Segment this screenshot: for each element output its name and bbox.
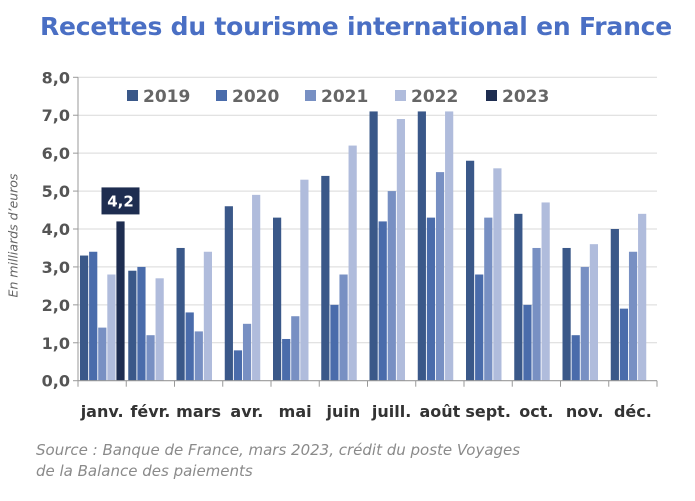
- y-tick-label: 7,0: [42, 106, 70, 125]
- bar-2020-févr.: [137, 266, 146, 381]
- x-tick-label: nov.: [566, 402, 604, 421]
- bar-2022-nov.: [589, 244, 598, 381]
- x-tick-label: févr.: [130, 402, 170, 421]
- bar-2021-nov.: [580, 266, 589, 381]
- bar-2019-oct.: [514, 213, 523, 381]
- legend-label-2022: 2022: [411, 87, 458, 107]
- bar-2021-déc.: [628, 251, 638, 381]
- legend-label-2019: 2019: [143, 87, 190, 107]
- y-tick-label: 3,0: [42, 258, 70, 277]
- bar-2020-juill.: [378, 221, 387, 381]
- legend-swatch-2019: [127, 90, 138, 101]
- data-label-box: [101, 187, 140, 215]
- bar-2022-juill.: [396, 119, 405, 381]
- x-tick-label: avr.: [230, 402, 263, 421]
- x-tick-label: déc.: [614, 402, 652, 421]
- bar-2020-mars: [185, 312, 194, 381]
- x-tick-label: août: [419, 402, 460, 421]
- bar-2019-nov.: [562, 247, 571, 381]
- bar-2023-janv.: [116, 221, 125, 381]
- y-tick-label: 0,0: [42, 372, 70, 391]
- bar-2022-juin: [348, 145, 357, 381]
- chart-title: Recettes du tourisme international en Fr…: [40, 12, 673, 41]
- legend-label-2023: 2023: [502, 87, 549, 107]
- bar-2020-mai: [282, 338, 291, 381]
- legend-swatch-2022: [395, 90, 406, 101]
- y-tick-label: 8,0: [42, 68, 70, 87]
- x-tick-label: mai: [279, 402, 312, 421]
- legend-swatch-2020: [216, 90, 227, 101]
- source-line-2: de la Balance des paiements: [36, 462, 253, 480]
- bar-2019-mars: [176, 247, 185, 381]
- bar-2020-nov.: [571, 335, 580, 381]
- x-tick-label: mars: [176, 402, 221, 421]
- legend-label-2020: 2020: [232, 87, 279, 107]
- bar-2022-août: [445, 111, 454, 381]
- bar-2021-mai: [291, 316, 300, 381]
- bar-2019-juill.: [369, 111, 378, 381]
- x-tick-label: juin: [326, 402, 361, 421]
- bar-2022-mai: [300, 179, 309, 381]
- y-tick-label: 5,0: [42, 182, 70, 201]
- bar-2020-déc.: [619, 308, 629, 381]
- bar-2021-oct.: [532, 247, 541, 381]
- bar-2021-juin: [339, 274, 348, 381]
- bar-2019-févr.: [128, 270, 137, 381]
- y-tick-label: 6,0: [42, 144, 70, 163]
- bar-2021-août: [435, 172, 445, 381]
- bar-2021-janv.: [98, 327, 107, 381]
- bar-2022-avr.: [252, 194, 261, 381]
- bar-2019-juin: [321, 175, 330, 381]
- bar-2021-sept.: [484, 217, 493, 381]
- bar-2022-janv.: [107, 274, 116, 381]
- x-tick-label: oct.: [519, 402, 553, 421]
- x-tick-label: juill.: [371, 402, 411, 421]
- y-tick-label: 1,0: [42, 334, 70, 353]
- bar-2020-janv.: [89, 251, 98, 381]
- bar-2019-janv.: [80, 255, 89, 381]
- bar-2022-oct.: [541, 202, 550, 381]
- legend-swatch-2023: [486, 90, 497, 101]
- bar-2022-sept.: [493, 168, 502, 381]
- bar-2019-sept.: [466, 160, 475, 381]
- bar-2021-mars: [194, 331, 203, 381]
- bar-2019-déc.: [610, 229, 619, 381]
- data-label: 4,2: [107, 192, 134, 210]
- x-tick-label: janv.: [80, 402, 124, 421]
- bar-2019-avr.: [224, 206, 233, 381]
- source-line-1: Source : Banque de France, mars 2023, cr…: [36, 441, 521, 459]
- bar-2021-avr.: [242, 323, 252, 381]
- y-tick-label: 2,0: [42, 296, 70, 315]
- bar-2021-juill.: [387, 191, 396, 381]
- legend-label-2021: 2021: [321, 87, 368, 107]
- bar-2020-juin: [330, 304, 339, 381]
- bar-2022-déc.: [638, 213, 647, 381]
- bar-2019-mai: [273, 217, 282, 381]
- bar-2019-août: [417, 111, 426, 381]
- legend-swatch-2021: [305, 90, 316, 101]
- bar-2022-févr.: [155, 278, 164, 381]
- bar-2020-août: [426, 217, 436, 381]
- y-tick-label: 4,0: [42, 220, 70, 239]
- bar-2020-oct.: [523, 304, 532, 381]
- bar-2020-avr.: [233, 350, 243, 381]
- bar-2022-mars: [203, 251, 212, 381]
- x-tick-label: sept.: [465, 402, 511, 421]
- bar-2021-févr.: [146, 335, 155, 381]
- bar-2020-sept.: [475, 274, 484, 381]
